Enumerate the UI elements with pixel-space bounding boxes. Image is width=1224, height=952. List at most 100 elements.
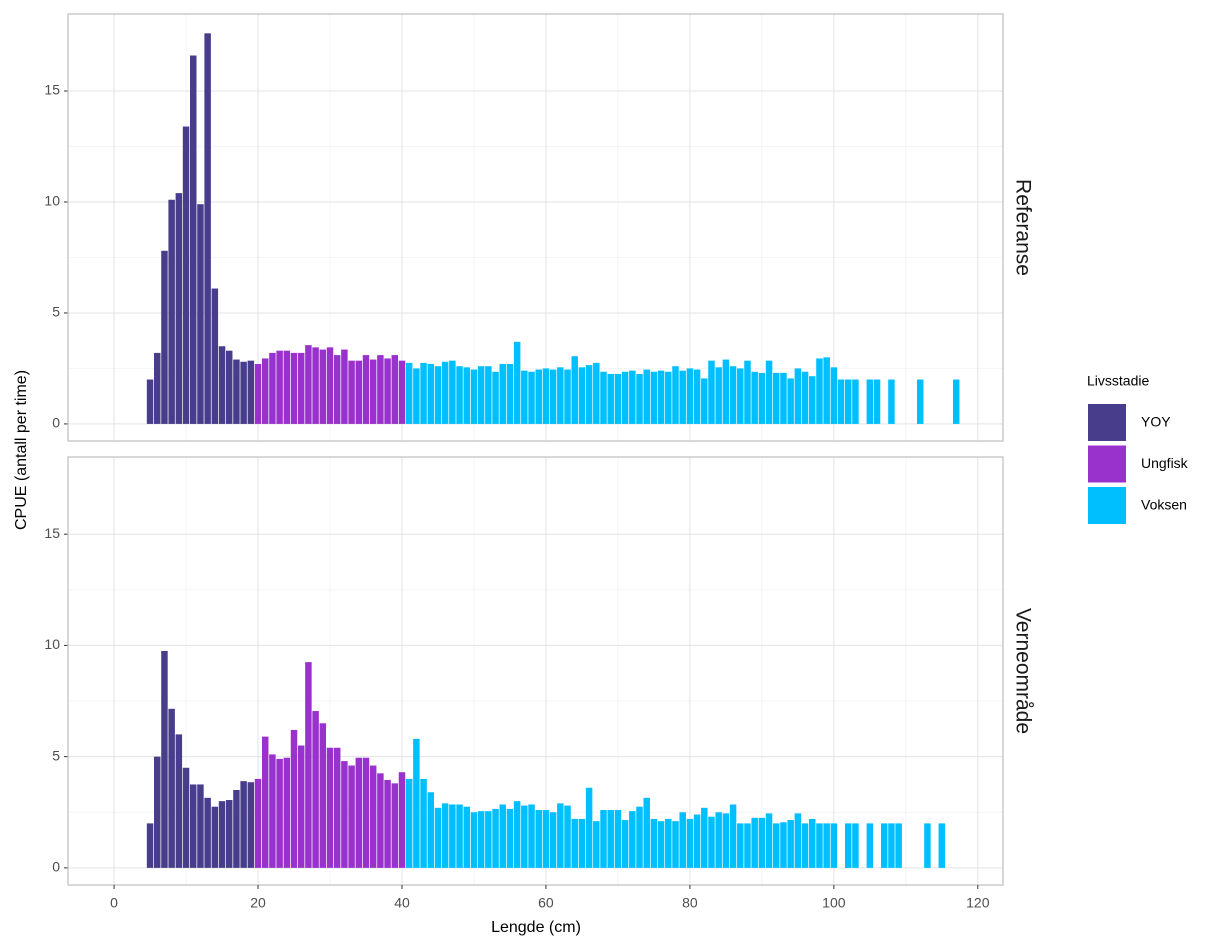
bar bbox=[146, 379, 154, 424]
bar bbox=[362, 757, 370, 868]
bar bbox=[845, 823, 852, 868]
legend-key bbox=[1088, 404, 1126, 441]
bar bbox=[787, 378, 794, 424]
bar bbox=[679, 370, 686, 424]
bar bbox=[744, 823, 751, 868]
bar bbox=[463, 806, 470, 868]
bar bbox=[542, 810, 550, 868]
bar bbox=[506, 808, 514, 868]
bar bbox=[571, 356, 578, 424]
bar bbox=[348, 360, 355, 424]
bar bbox=[261, 736, 269, 868]
bar bbox=[715, 812, 722, 868]
bar bbox=[952, 379, 960, 424]
bar bbox=[319, 723, 327, 868]
bar bbox=[398, 772, 406, 868]
bar bbox=[247, 782, 255, 868]
bar bbox=[427, 363, 435, 424]
bar bbox=[154, 352, 161, 424]
bar bbox=[521, 805, 528, 868]
bar bbox=[384, 358, 391, 424]
bar bbox=[204, 33, 211, 424]
bar bbox=[369, 359, 377, 424]
bar bbox=[916, 379, 924, 424]
y-tick-label: 10 bbox=[44, 193, 60, 209]
strip-label: Referanse bbox=[1011, 179, 1034, 276]
bar bbox=[240, 361, 247, 424]
bar bbox=[384, 780, 391, 868]
bar bbox=[233, 790, 240, 868]
y-tick-label: 5 bbox=[52, 304, 60, 320]
x-tick-label: 120 bbox=[966, 895, 990, 911]
bar bbox=[607, 373, 614, 424]
bar bbox=[701, 807, 708, 868]
strip-label: Verneområde bbox=[1011, 608, 1034, 734]
bar bbox=[161, 650, 168, 868]
bar bbox=[801, 823, 809, 868]
bar bbox=[672, 366, 679, 424]
bar bbox=[787, 820, 794, 868]
bar bbox=[197, 204, 204, 424]
bar bbox=[413, 738, 420, 868]
bar bbox=[564, 369, 571, 424]
bar bbox=[441, 361, 449, 424]
bar bbox=[398, 360, 406, 424]
bar bbox=[636, 373, 643, 424]
legend-title: Livsstadie bbox=[1087, 373, 1149, 389]
bar bbox=[154, 756, 161, 868]
x-tick-label: 60 bbox=[538, 895, 554, 911]
bar bbox=[621, 371, 629, 424]
bar bbox=[485, 366, 492, 424]
bar bbox=[254, 363, 262, 424]
bar bbox=[593, 821, 600, 868]
x-tick-label: 0 bbox=[110, 895, 118, 911]
bar bbox=[809, 376, 816, 424]
bar bbox=[297, 352, 305, 424]
bar bbox=[175, 193, 183, 424]
bar bbox=[773, 372, 780, 424]
bar bbox=[326, 347, 334, 424]
bar bbox=[600, 371, 607, 424]
bar bbox=[542, 368, 550, 424]
bar bbox=[225, 800, 233, 868]
bar bbox=[348, 765, 355, 868]
bar bbox=[729, 804, 737, 868]
bar bbox=[182, 767, 190, 868]
bar bbox=[449, 360, 456, 424]
bar bbox=[377, 355, 384, 424]
bar bbox=[571, 818, 578, 868]
bar bbox=[269, 352, 276, 424]
y-tick-label: 15 bbox=[44, 82, 60, 98]
bar bbox=[333, 747, 341, 868]
bar bbox=[434, 807, 442, 868]
bar bbox=[816, 823, 823, 868]
bar bbox=[297, 745, 305, 868]
bar bbox=[225, 350, 233, 424]
bar bbox=[672, 821, 679, 868]
bar bbox=[708, 360, 715, 424]
bar bbox=[794, 813, 802, 868]
bar bbox=[866, 379, 874, 424]
bar bbox=[276, 350, 283, 424]
bar bbox=[693, 369, 701, 424]
bar bbox=[852, 379, 859, 424]
bar bbox=[341, 761, 348, 868]
bar bbox=[614, 373, 622, 424]
bar bbox=[578, 818, 586, 868]
bar bbox=[269, 754, 276, 868]
bar bbox=[557, 803, 564, 868]
bar bbox=[823, 823, 830, 868]
bar bbox=[528, 371, 535, 424]
bar bbox=[679, 812, 686, 868]
x-tick-label: 20 bbox=[250, 895, 266, 911]
legend-label: Voksen bbox=[1141, 497, 1187, 513]
bar bbox=[492, 808, 499, 868]
bar bbox=[564, 805, 571, 868]
bar bbox=[873, 379, 881, 424]
bar bbox=[312, 711, 319, 868]
legend-key bbox=[1088, 487, 1126, 524]
bar bbox=[650, 818, 658, 868]
bar bbox=[218, 346, 226, 424]
y-axis-label: CPUE (antall per time) bbox=[13, 370, 30, 530]
